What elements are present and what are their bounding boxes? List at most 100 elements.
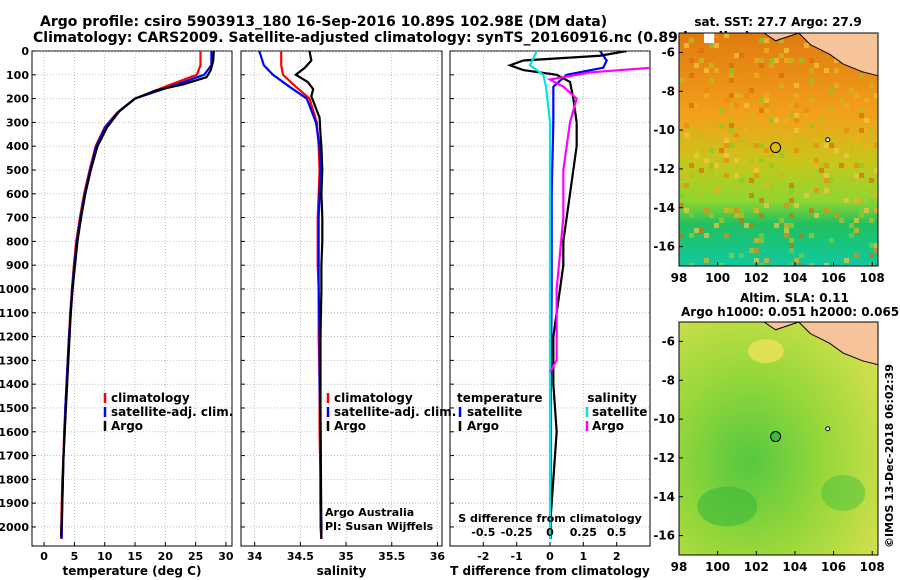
sst-pixel xyxy=(844,163,849,168)
differences-xtick-label: -2 xyxy=(477,550,489,563)
sst-pixel xyxy=(874,248,878,253)
sst-pixel xyxy=(834,148,839,153)
sst-pixel xyxy=(789,113,794,118)
sst-pixel xyxy=(719,158,724,163)
sst-pixel xyxy=(699,228,704,233)
ytick-label: 700 xyxy=(6,212,29,225)
sst-pixel xyxy=(739,53,744,58)
sst-pixel xyxy=(869,263,874,266)
sst-pixel xyxy=(869,178,874,183)
chart-title-line1: Argo profile: csiro 5903913_180 16-Sep-2… xyxy=(40,14,608,30)
sst-pixel xyxy=(709,148,714,153)
sst-pixel xyxy=(784,133,789,138)
sst-pixel xyxy=(724,133,729,138)
sst-pixel xyxy=(759,238,764,243)
sst-pixel xyxy=(734,213,739,218)
sst-pixel xyxy=(699,148,704,153)
sst-map-ytick-label: -14 xyxy=(653,201,675,215)
sst-pixel xyxy=(764,98,769,103)
sst-pixel xyxy=(694,153,699,158)
sst-pixel xyxy=(729,208,734,213)
sst-pixel xyxy=(709,213,714,218)
sst-pixel xyxy=(809,68,814,73)
sst-pixel xyxy=(729,143,734,148)
differences-xtick2-label: 0.25 xyxy=(570,526,597,539)
sst-pixel xyxy=(769,63,774,68)
sst-pixel xyxy=(794,103,799,108)
sst-pixel xyxy=(864,98,869,103)
temperature-xtick-label: 15 xyxy=(127,550,142,563)
sst-pixel xyxy=(744,103,749,108)
sst-pixel xyxy=(819,118,824,123)
sst-pixel xyxy=(779,83,784,88)
landmass xyxy=(798,322,878,366)
sst-pixel xyxy=(839,98,844,103)
sst-pixel xyxy=(689,73,694,78)
sst-pixel xyxy=(744,223,749,228)
ytick-label: 1500 xyxy=(0,402,29,415)
sst-pixel xyxy=(724,98,729,103)
sla-map-ytick-label: -12 xyxy=(653,451,675,465)
sst-pixel xyxy=(799,233,804,238)
sst-pixel xyxy=(814,188,819,193)
sst-pixel xyxy=(734,133,739,138)
sst-pixel xyxy=(759,38,764,43)
temperature-xlabel: temperature (deg C) xyxy=(63,564,202,578)
sst-pixel xyxy=(789,183,794,188)
sst-pixel xyxy=(839,163,844,168)
salinity-xtick-label: 35 xyxy=(338,550,353,563)
series-line-salinity-satellite xyxy=(528,51,552,539)
sst-pixel xyxy=(679,203,684,208)
sst-pixel xyxy=(789,238,794,243)
ytick-label: 2000 xyxy=(0,521,29,534)
sst-pixel xyxy=(724,173,729,178)
sst-pixel xyxy=(684,173,689,178)
sst-pixel xyxy=(824,153,829,158)
sst-pixel xyxy=(869,243,874,248)
series-line-argo xyxy=(293,51,324,539)
sst-pixel xyxy=(714,68,719,73)
sst-pixel xyxy=(704,93,709,98)
sst-pixel xyxy=(714,33,719,38)
sst-pixel xyxy=(699,48,704,53)
sst-pixel xyxy=(764,103,769,108)
sst-pixel xyxy=(739,213,744,218)
temperature-legend-label: climatology xyxy=(111,391,190,405)
sla-map-ytick-label: -16 xyxy=(653,529,675,543)
sst-pixel xyxy=(759,143,764,148)
sst-pixel xyxy=(759,98,764,103)
sst-pixel xyxy=(684,143,689,148)
sst-pixel xyxy=(739,93,744,98)
sst-pixel xyxy=(734,208,739,213)
sst-map-xtick-label: 104 xyxy=(782,271,807,285)
sst-pixel xyxy=(809,123,814,128)
sst-pixel xyxy=(814,158,819,163)
sst-pixel xyxy=(754,173,759,178)
sst-map-ytick-label: -10 xyxy=(653,123,675,137)
series-line-temperature-satellite xyxy=(549,51,608,539)
sst-pixel xyxy=(754,258,759,263)
ytick-label: 1800 xyxy=(0,473,29,486)
sst-pixel xyxy=(689,58,694,63)
sst-pixel xyxy=(754,168,759,173)
sst-pixel xyxy=(714,223,719,228)
sst-pixel xyxy=(794,148,799,153)
temperature-xtick-label: 30 xyxy=(218,550,234,563)
diff-legend-right-label: satellite xyxy=(592,405,647,419)
sst-pixel xyxy=(734,53,739,58)
sst-pixel xyxy=(719,263,724,266)
differences-xtick-label: 0 xyxy=(546,550,554,563)
ytick-label: 1300 xyxy=(0,354,29,367)
sst-pixel xyxy=(759,233,764,238)
sst-pixel xyxy=(684,133,689,138)
sst-pixel xyxy=(759,213,764,218)
sst-pixel xyxy=(809,98,814,103)
sla-map-ytick-label: -10 xyxy=(653,412,675,426)
sst-pixel xyxy=(724,138,729,143)
sst-pixel xyxy=(749,113,754,118)
sst-pixel xyxy=(864,208,869,213)
sst-pixel xyxy=(834,213,839,218)
sst-pixel xyxy=(679,193,684,198)
sst-map-xtick-label: 100 xyxy=(705,271,730,285)
credit-line1: Argo Australia xyxy=(325,506,414,519)
